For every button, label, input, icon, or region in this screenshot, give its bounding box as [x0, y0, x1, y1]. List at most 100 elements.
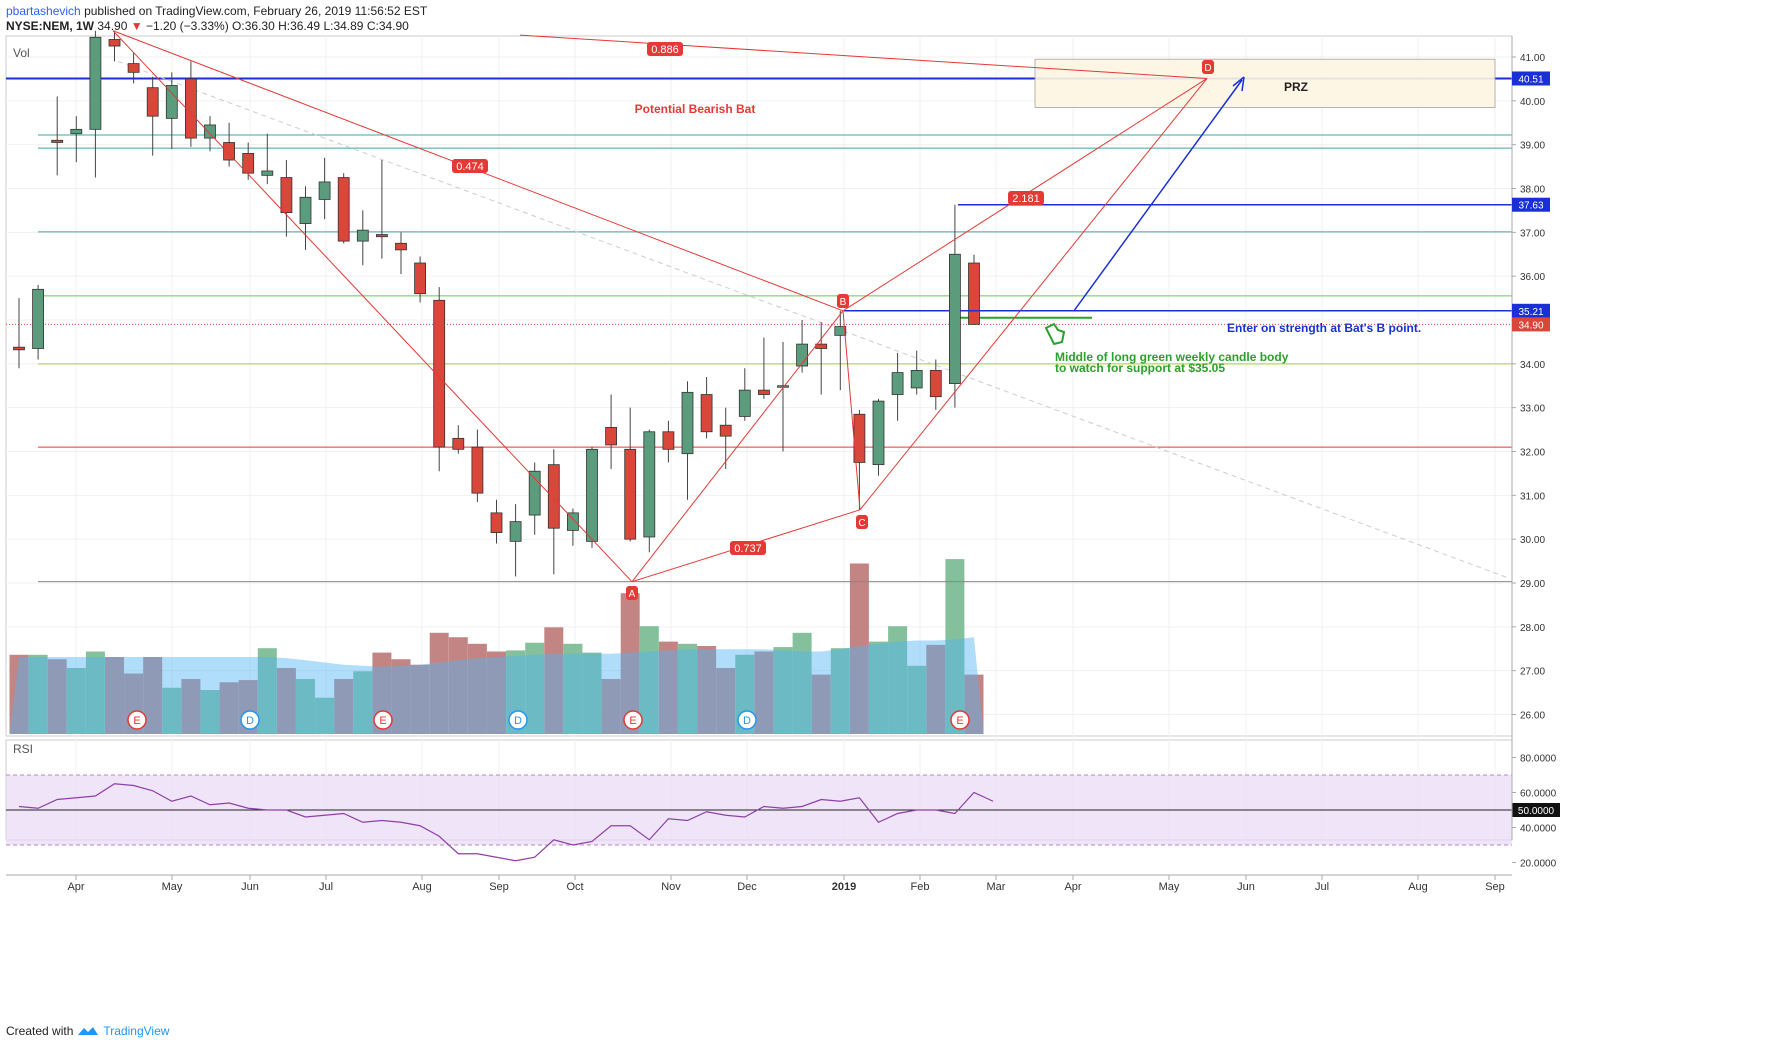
ratio-badge: [647, 42, 683, 56]
volume-bar: [85, 651, 105, 734]
pattern-point-marker: [1202, 60, 1214, 74]
pattern-leg: [631, 310, 844, 582]
prz-label: PRZ: [1284, 80, 1308, 94]
earnings-marker-label: E: [956, 715, 963, 727]
volume-bar: [200, 690, 220, 734]
ratio-label: 0.737: [734, 543, 762, 555]
down-arrow-icon: ▼: [130, 19, 143, 33]
time-tick-label: Jul: [1315, 881, 1329, 893]
time-tick-label: Aug: [1408, 881, 1428, 893]
pattern-point-label: C: [858, 518, 865, 529]
price-tick-label: 31.00: [1520, 491, 1545, 502]
pattern-leg: [859, 78, 1208, 511]
candle-body: [452, 437, 465, 450]
volume-bar: [773, 647, 793, 734]
volume-bar: [869, 641, 888, 734]
price-tick-label: 29.00: [1520, 579, 1545, 590]
volume-bar: [353, 671, 373, 734]
candle-body: [32, 288, 44, 349]
volume-bar: [315, 697, 335, 734]
candle-body: [815, 343, 828, 349]
time-tick-label: Jun: [1237, 881, 1255, 893]
tradingview-link[interactable]: TradingView: [103, 1024, 170, 1038]
price-tick-label: 39.00: [1520, 141, 1545, 152]
candle-body: [318, 181, 331, 200]
time-tick-label: 2019: [832, 881, 856, 893]
pattern-leg: [842, 310, 861, 510]
candle-body: [127, 63, 140, 73]
volume-bar: [849, 563, 869, 734]
price-badge-label: 35.21: [1518, 307, 1543, 318]
candle-body: [910, 370, 923, 389]
pattern-point-marker: [856, 515, 868, 529]
author-link[interactable]: pbartashevich: [6, 4, 81, 18]
time-tick-label: Sep: [489, 881, 509, 893]
prz-box: [1034, 58, 1496, 108]
candle-body: [719, 424, 732, 437]
volume-bar: [945, 559, 965, 734]
rsi-current-badge: [1512, 803, 1560, 817]
volume-bar: [467, 643, 487, 734]
price-tick-label: 34.00: [1520, 360, 1545, 371]
footer: Created with TradingView: [6, 1024, 169, 1038]
volume-bar: [296, 679, 315, 734]
price-badge-label: 37.63: [1518, 201, 1543, 212]
candlestick-series: [13, 30, 980, 577]
rsi-line: [18, 783, 994, 862]
earnings-marker: [240, 710, 260, 730]
volume-bar: [66, 668, 86, 734]
support-note-line2: to watch for support at $35.05: [1055, 361, 1225, 375]
candle-body: [375, 234, 388, 238]
volume-bar: [754, 651, 774, 734]
pattern-point-marker: [626, 586, 638, 600]
volume-bar: [888, 626, 908, 734]
ratio-badge: [730, 541, 766, 555]
volume-bar: [601, 679, 621, 734]
volume-bar: [448, 637, 468, 734]
candle-body: [13, 346, 25, 351]
rsi-pane: RSI 80.0000 60.0000 50.0000 40.0000 20.0000: [6, 742, 1560, 870]
tradingview-logo-icon: [78, 1027, 99, 1035]
candle-body: [929, 370, 942, 398]
candle-body: [108, 39, 121, 47]
volume-bar: [563, 643, 583, 734]
rsi-tick-label: 20.0000: [1520, 859, 1557, 870]
last-price: 34.90: [97, 19, 128, 33]
earnings-marker-label: D: [743, 715, 751, 727]
volume-bar: [697, 646, 717, 734]
pattern-xd: [519, 34, 1208, 79]
candle-body: [165, 85, 178, 119]
volume-bar: [620, 593, 640, 734]
volume-bar: [105, 657, 124, 734]
candle-body: [872, 400, 885, 466]
time-tick-label: Jun: [241, 881, 259, 893]
candle-body: [834, 326, 847, 336]
time-tick-label: Apr: [67, 881, 84, 893]
support-note-line1: Middle of long green weekly candle body: [1055, 350, 1289, 364]
earnings-marker: [508, 710, 528, 730]
bat-pattern: PRZ A B C D 0.886 0.474 0.737 2.181: [112, 30, 1496, 600]
pattern-point-label: B: [840, 297, 847, 308]
time-tick-label: Dec: [737, 881, 757, 893]
time-tick-label: Oct: [566, 881, 583, 893]
candle-body: [509, 521, 522, 542]
candle-body: [968, 262, 980, 325]
volume-bar: [678, 643, 697, 734]
price-tick-label: 26.00: [1520, 710, 1545, 721]
time-tick-label: Jul: [319, 881, 333, 893]
pattern-point-label: A: [629, 589, 636, 600]
volume-bar: [811, 674, 831, 734]
ratio-label: 0.886: [651, 44, 679, 56]
volume-bar: [792, 632, 812, 734]
time-tick-label: Sep: [1485, 881, 1505, 893]
rsi-tick-label: 40.0000: [1520, 824, 1557, 835]
candle-body: [184, 78, 197, 139]
rsi-current-label: 50.0000: [1518, 806, 1555, 817]
annotations: Potential Bearish Bat Enter on strength a…: [635, 102, 1422, 375]
rsi-tick-label: 80.0000: [1520, 754, 1557, 765]
rsi-label: RSI: [13, 742, 33, 756]
earnings-marker-label: D: [514, 715, 522, 727]
pattern-title: Potential Bearish Bat: [635, 102, 756, 116]
candle-body: [89, 36, 102, 130]
